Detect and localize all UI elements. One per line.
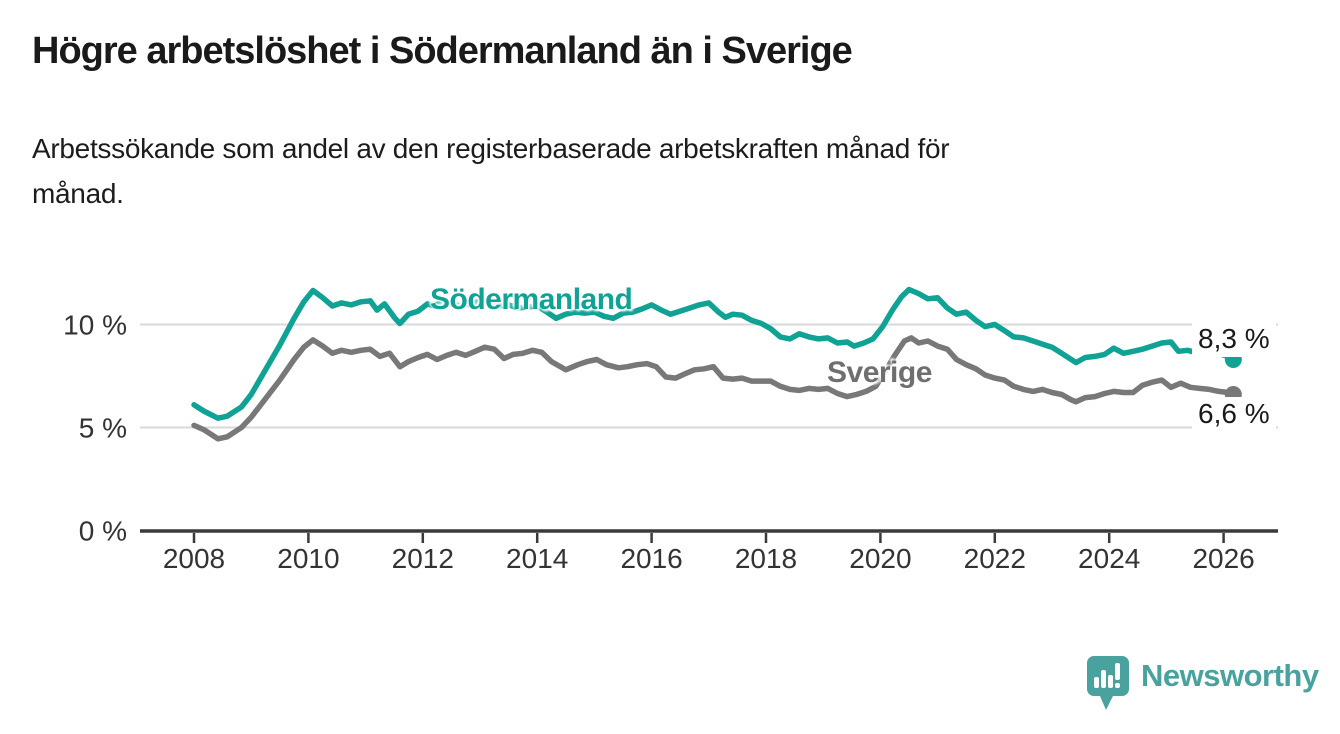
x-tick-label-2010: 2010 (277, 543, 339, 574)
newsworthy-logo: Newsworthy (1086, 655, 1319, 715)
series-line-södermanland (191, 286, 1237, 421)
newsworthy-bubble-chart-icon (1087, 656, 1129, 710)
chart-subtitle: Arbetssökande som andel av den registerb… (32, 126, 950, 216)
x-tick-label-2020: 2020 (849, 543, 911, 574)
series-label-sverige: Sverige (827, 356, 932, 389)
x-tick-label-2022: 2022 (964, 543, 1026, 574)
x-tick-label-2008: 2008 (163, 543, 225, 574)
y-tick-label-5: 5 % (79, 413, 127, 444)
x-tick-label-2012: 2012 (392, 543, 454, 574)
chart-title: Högre arbetslöshet i Södermanland än i S… (32, 30, 853, 72)
y-tick-label-0: 0 % (79, 516, 127, 547)
end-value-label-sodermanland: 8,3 % (1192, 322, 1276, 357)
brand-name: Newsworthy (1141, 658, 1319, 693)
x-tick-label-2016: 2016 (620, 543, 682, 574)
subtitle-line-2: månad. (32, 178, 124, 209)
end-value-label-sverige: 6,6 % (1192, 397, 1276, 432)
x-tick-label-2024: 2024 (1078, 543, 1140, 574)
series-line-sverige (191, 335, 1237, 442)
series-label-sodermanland: Södermanland (430, 283, 633, 316)
x-tick-label-2018: 2018 (735, 543, 797, 574)
x-tick-label-2014: 2014 (506, 543, 568, 574)
subtitle-line-1: Arbetssökande som andel av den registerb… (32, 133, 950, 164)
y-tick-label-10: 10 % (63, 310, 127, 341)
x-tick-label-2026: 2026 (1192, 543, 1254, 574)
